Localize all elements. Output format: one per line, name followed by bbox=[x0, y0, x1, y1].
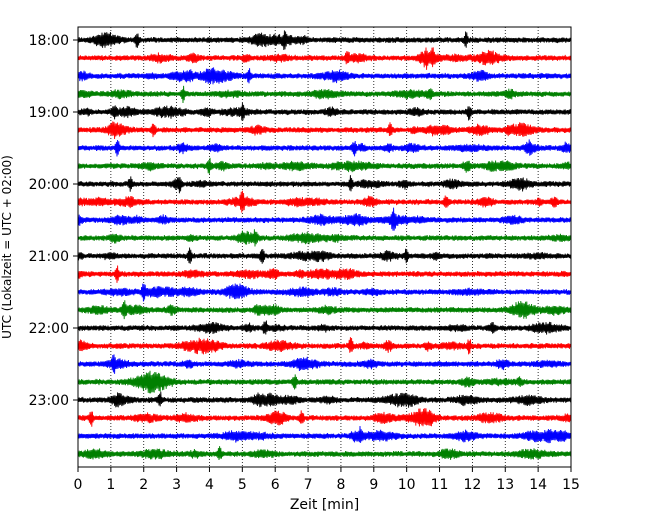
trace-line bbox=[77, 102, 572, 121]
trace-2345 bbox=[77, 446, 572, 461]
trace-line bbox=[77, 139, 572, 157]
plot-frame bbox=[77, 26, 572, 468]
trace-series bbox=[77, 30, 572, 461]
x-tick-label-0: 0 bbox=[74, 477, 83, 493]
y-tick-label-2300: 23:00 bbox=[29, 393, 69, 409]
trace-1845 bbox=[77, 85, 572, 103]
trace-2300 bbox=[77, 391, 572, 408]
trace-line bbox=[77, 320, 572, 335]
trace-line bbox=[77, 408, 572, 427]
trace-line bbox=[77, 229, 572, 247]
x-tick-label-8: 8 bbox=[336, 477, 345, 493]
trace-1900 bbox=[77, 102, 572, 121]
x-tick-label-1: 1 bbox=[106, 477, 115, 493]
trace-2100 bbox=[77, 247, 572, 264]
y-tick-label-2100: 21:00 bbox=[29, 249, 69, 265]
y-tick-label-2200: 22:00 bbox=[29, 321, 69, 337]
trace-2145 bbox=[77, 300, 572, 320]
y-tick-label-1800: 18:00 bbox=[29, 33, 69, 49]
trace-1815 bbox=[77, 47, 572, 70]
trace-line bbox=[77, 85, 572, 103]
x-axis-ticks: 0 1 2 3 4 5 6 7 8 9 10 11 12 13 14 15 bbox=[74, 467, 580, 493]
x-axis-title: Zeit [min] bbox=[290, 497, 359, 513]
trace-line bbox=[77, 207, 572, 231]
trace-line bbox=[77, 283, 572, 302]
trace-2200 bbox=[77, 320, 572, 335]
trace-line bbox=[77, 47, 572, 70]
trace-line bbox=[77, 190, 572, 213]
trace-line bbox=[77, 300, 572, 320]
x-tick-label-14: 14 bbox=[529, 477, 547, 493]
x-tick-label-7: 7 bbox=[304, 477, 313, 493]
x-tick-label-6: 6 bbox=[271, 477, 280, 493]
trace-1915 bbox=[77, 121, 572, 139]
trace-line bbox=[77, 354, 572, 374]
x-tick-label-11: 11 bbox=[431, 477, 449, 493]
trace-2330 bbox=[77, 426, 572, 444]
trace-line bbox=[77, 370, 572, 394]
trace-2045 bbox=[77, 229, 572, 247]
trace-2015 bbox=[77, 190, 572, 213]
x-tick-label-5: 5 bbox=[238, 477, 247, 493]
trace-line bbox=[77, 265, 572, 283]
trace-2115 bbox=[77, 265, 572, 283]
x-tick-label-3: 3 bbox=[172, 477, 181, 493]
trace-2230 bbox=[77, 354, 572, 374]
x-tick-label-10: 10 bbox=[398, 477, 416, 493]
y-tick-label-2000: 20:00 bbox=[29, 177, 69, 193]
trace-line bbox=[77, 157, 572, 174]
y-tick-label-1900: 19:00 bbox=[29, 105, 69, 121]
trace-1830 bbox=[77, 67, 572, 85]
trace-2130 bbox=[77, 283, 572, 302]
y-axis-ticks: 18:00 19:00 20:00 21:00 22:00 23:00 bbox=[29, 33, 78, 409]
trace-line bbox=[77, 446, 572, 461]
trace-1800 bbox=[77, 30, 572, 51]
x-tick-label-9: 9 bbox=[369, 477, 378, 493]
trace-line bbox=[77, 30, 572, 51]
trace-2315 bbox=[77, 408, 572, 427]
x-tick-label-4: 4 bbox=[205, 477, 214, 493]
trace-1930 bbox=[77, 139, 572, 157]
trace-line bbox=[77, 247, 572, 264]
x-tick-label-12: 12 bbox=[463, 477, 481, 493]
trace-2215 bbox=[77, 337, 572, 355]
trace-line bbox=[77, 391, 572, 408]
trace-line bbox=[77, 67, 572, 85]
x-tick-label-13: 13 bbox=[496, 477, 514, 493]
x-tick-label-15: 15 bbox=[562, 477, 580, 493]
y-axis-title: UTC (Lokalzeit = UTC + 02:00) bbox=[0, 155, 14, 339]
trace-2000 bbox=[77, 175, 572, 194]
trace-line bbox=[77, 426, 572, 444]
trace-line bbox=[77, 121, 572, 139]
x-tick-label-2: 2 bbox=[139, 477, 148, 493]
trace-line bbox=[77, 175, 572, 194]
trace-2245 bbox=[77, 370, 572, 394]
trace-line bbox=[77, 337, 572, 355]
trace-2030 bbox=[77, 207, 572, 231]
trace-1945 bbox=[77, 157, 572, 174]
